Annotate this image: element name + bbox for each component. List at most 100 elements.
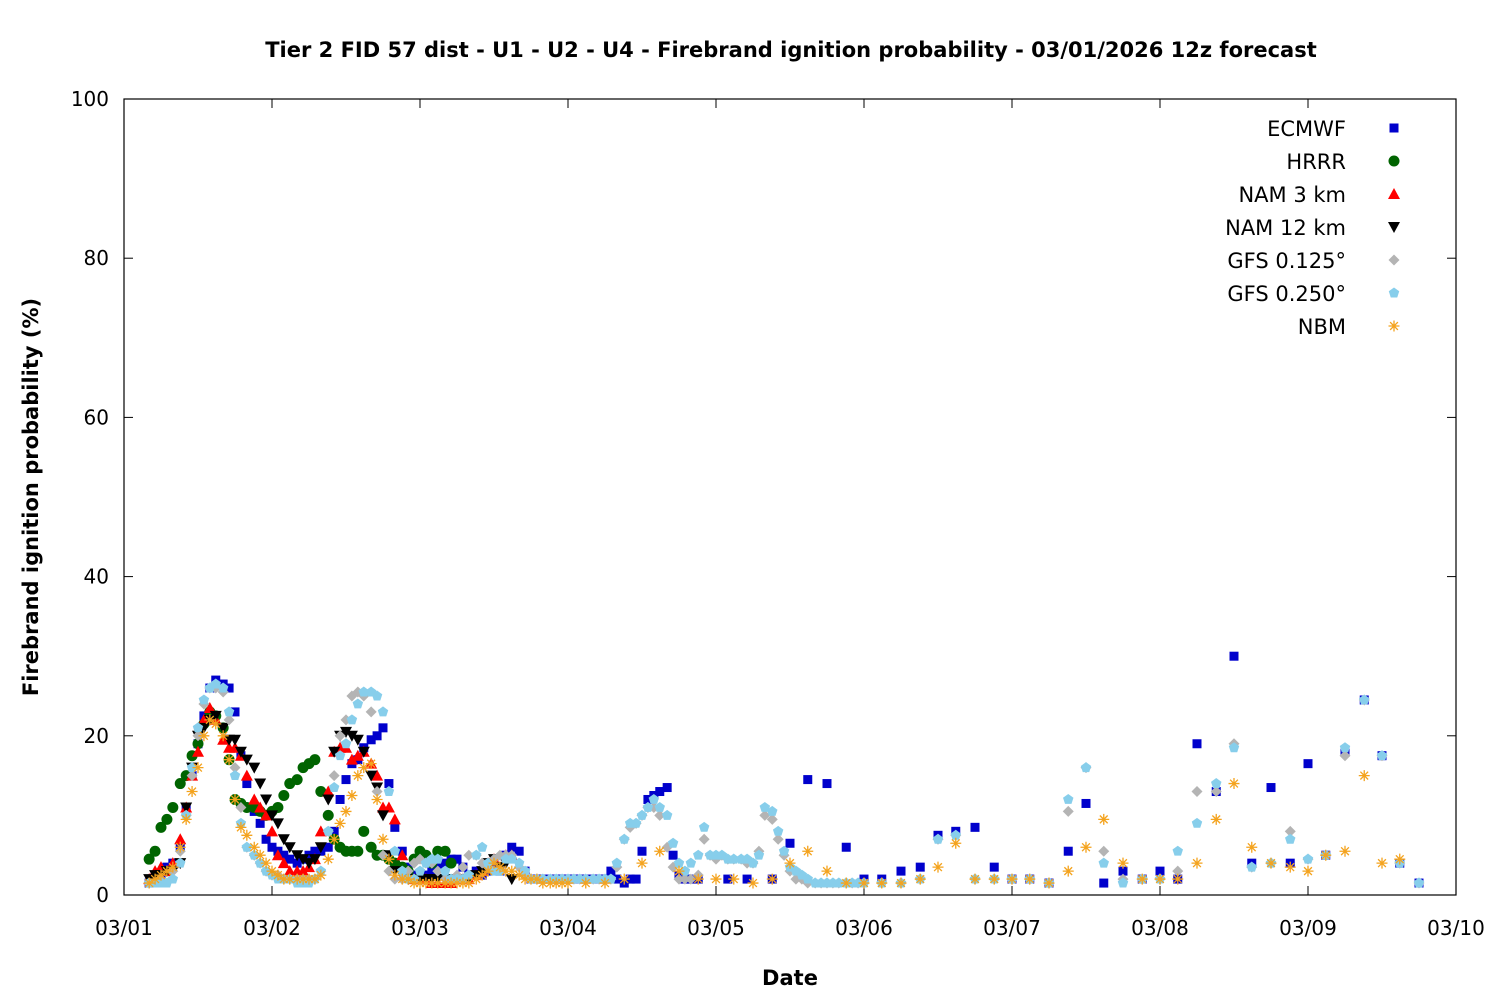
x-tick-label: 03/03 [391, 916, 449, 940]
data-point [1172, 845, 1183, 856]
data-point [747, 877, 759, 889]
data-point [1394, 853, 1406, 865]
data-point [1062, 865, 1074, 877]
data-point [323, 842, 333, 852]
data-point [230, 707, 240, 717]
data-point [358, 762, 370, 774]
data-point [340, 726, 352, 738]
data-point [1376, 750, 1388, 761]
data-point [785, 838, 795, 848]
data-point [636, 857, 648, 869]
data-point [203, 701, 216, 713]
data-point [389, 869, 401, 881]
data-point [470, 873, 482, 885]
data-point [1302, 853, 1314, 864]
data-point [840, 877, 852, 889]
data-point [1191, 817, 1203, 828]
data-point [673, 873, 685, 885]
data-point [1118, 866, 1128, 876]
x-tick-label: 03/09 [1279, 916, 1337, 940]
data-point [1284, 861, 1296, 873]
data-point [1098, 845, 1110, 857]
data-point [266, 810, 278, 822]
data-point [186, 770, 198, 782]
chart-title: Tier 2 FID 57 dist - U1 - U2 - U4 - Fire… [265, 38, 1317, 62]
data-point [723, 874, 733, 884]
data-point [1246, 861, 1257, 872]
data-point [234, 746, 247, 758]
data-point [242, 779, 252, 789]
data-point [618, 873, 630, 885]
data-point [550, 877, 562, 889]
data-point [519, 873, 531, 885]
data-point [531, 873, 543, 885]
data-point [291, 774, 303, 786]
data-point [463, 849, 475, 861]
data-point [476, 841, 488, 852]
data-point [277, 834, 290, 846]
data-point [506, 865, 518, 877]
data-point [254, 778, 267, 790]
data-point [314, 825, 327, 837]
data-point [1098, 857, 1109, 868]
data-point [378, 723, 388, 733]
data-point [292, 858, 302, 868]
data-point [272, 801, 284, 813]
data-point [693, 849, 704, 860]
data-point [167, 801, 179, 813]
data-point [340, 738, 352, 749]
data-point [174, 841, 186, 853]
data-point [377, 833, 389, 845]
data-point [397, 865, 408, 876]
data-point [209, 710, 222, 722]
data-point [896, 866, 906, 876]
data-point [266, 825, 278, 837]
data-point [365, 841, 377, 853]
data-point [297, 854, 310, 866]
data-point [377, 706, 389, 717]
data-point [352, 770, 364, 782]
x-axis-label: Date [762, 966, 818, 990]
data-point [500, 865, 512, 877]
data-point [599, 877, 611, 889]
data-point [822, 779, 832, 789]
data-point [457, 877, 469, 889]
data-point [155, 869, 167, 881]
data-point [580, 877, 592, 889]
data-point [1006, 873, 1018, 885]
data-point [322, 809, 334, 821]
data-point [488, 857, 500, 869]
data-point [217, 730, 229, 742]
data-point [396, 873, 408, 885]
y-axis-label: Firebrand ignition probability (%) [19, 298, 43, 696]
data-point [950, 829, 961, 840]
data-point [334, 730, 346, 742]
data-point [329, 826, 339, 836]
data-point [1191, 786, 1203, 798]
data-point [345, 753, 358, 765]
data-point [303, 858, 315, 870]
data-point [989, 862, 999, 872]
data-point [365, 770, 378, 782]
data-point [698, 821, 710, 832]
data-point [505, 874, 518, 886]
data-point [1172, 865, 1184, 877]
data-point [389, 845, 401, 856]
x-tick-label: 03/08 [1131, 916, 1189, 940]
data-point [914, 873, 926, 885]
data-point [334, 750, 346, 761]
data-point [167, 873, 179, 884]
data-point [876, 877, 888, 889]
data-points [143, 651, 1425, 889]
data-point [1099, 878, 1109, 888]
data-point [605, 873, 617, 884]
data-point [297, 865, 310, 877]
data-point [346, 714, 358, 725]
data-point [673, 857, 685, 868]
data-point [692, 873, 704, 885]
data-point [328, 746, 341, 758]
data-point [382, 801, 395, 813]
data-point [427, 866, 437, 876]
data-point [513, 857, 525, 868]
data-point [283, 842, 296, 854]
